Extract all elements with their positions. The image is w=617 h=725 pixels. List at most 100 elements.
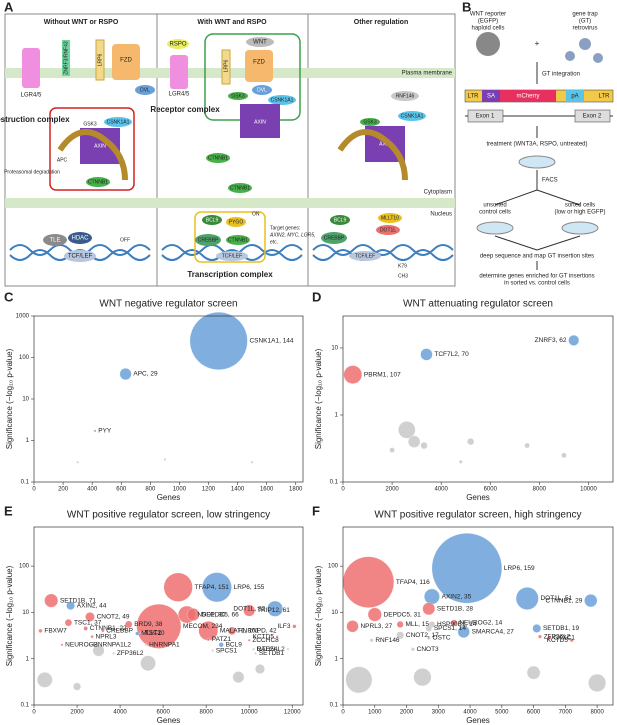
data-label: FBXW7 bbox=[44, 628, 67, 635]
data-label: SPCS1 bbox=[216, 647, 238, 654]
cells bbox=[476, 32, 500, 56]
bubble bbox=[243, 604, 256, 617]
y-tick-label: 100 bbox=[328, 564, 339, 570]
x-tick-label: 7000 bbox=[559, 710, 573, 716]
panel-letter: D bbox=[312, 289, 321, 304]
apc bbox=[337, 129, 408, 181]
step-text: deep sequence and map GT insertion sites bbox=[480, 254, 594, 260]
protein-label: ZNRF3/RNF43 bbox=[63, 41, 69, 75]
data-label: MECOM, 234 bbox=[183, 623, 223, 630]
bubble bbox=[458, 459, 463, 464]
arrow bbox=[536, 235, 581, 251]
data-label: ILF3 bbox=[277, 623, 290, 630]
x-tick-label: 6000 bbox=[156, 710, 170, 716]
bubble bbox=[398, 421, 416, 439]
bubble bbox=[163, 572, 193, 602]
protein bbox=[360, 118, 380, 126]
data-label: DOT1L, 82 bbox=[233, 605, 265, 612]
bubble bbox=[252, 647, 255, 651]
data-label: ZNRF3, 62 bbox=[535, 337, 567, 344]
protein-label: CTNNB1 bbox=[230, 185, 250, 191]
protein-label: TCF/LEF bbox=[355, 253, 375, 259]
data-label: BCL9 bbox=[226, 641, 243, 648]
protein-label: LGR4/5 bbox=[21, 93, 42, 99]
protein-label: CSNK1A1 bbox=[271, 97, 294, 103]
y-axis-label: Significance (−log₁₀ p-value) bbox=[314, 565, 323, 666]
protein bbox=[378, 213, 402, 223]
data-label: PBRM1, 107 bbox=[364, 371, 401, 378]
panel-letter: B bbox=[462, 0, 471, 14]
data-label: MLL, 15 bbox=[405, 621, 429, 628]
x-tick-label: 0 bbox=[341, 487, 345, 493]
x-tick-label: 5000 bbox=[495, 710, 509, 716]
bubble bbox=[136, 603, 182, 649]
bubble bbox=[38, 628, 43, 633]
data-label: AXIN2, 35 bbox=[442, 593, 472, 600]
step-text: sorted cells bbox=[565, 203, 595, 209]
construct-label: mCherry bbox=[516, 94, 539, 100]
y-axis-label: Significance (−log₁₀ p-value) bbox=[314, 348, 323, 449]
x-tick-label: 0 bbox=[32, 710, 36, 716]
bubble bbox=[101, 629, 105, 633]
data-label: PYY bbox=[98, 428, 112, 435]
bubble bbox=[424, 588, 440, 605]
chart-title: WNT attenuating regulator screen bbox=[403, 299, 553, 310]
bubble bbox=[389, 447, 395, 453]
protein-label: CTNNB1 bbox=[228, 237, 248, 243]
protein-label: AXIN bbox=[379, 141, 391, 147]
data-label: LRP6, 159 bbox=[504, 565, 535, 572]
protein-label: TCF/LEF bbox=[68, 254, 93, 260]
bubble bbox=[425, 625, 432, 632]
protein bbox=[135, 85, 155, 95]
data-label: SETD1B, 28 bbox=[437, 605, 474, 612]
bubble bbox=[144, 643, 148, 647]
x-tick-label: 1200 bbox=[202, 487, 216, 493]
note: AXIN2, MYC, LGR5, bbox=[269, 232, 316, 238]
bubble bbox=[206, 637, 210, 642]
protein-label: AXIN bbox=[254, 119, 266, 125]
step-text: determine genes enriched for GT insertio… bbox=[479, 274, 594, 280]
data-label: ZFP36L2 bbox=[544, 633, 571, 640]
virus bbox=[579, 38, 591, 50]
protein bbox=[216, 251, 248, 261]
bubble bbox=[515, 587, 539, 610]
protein-label: BCL9 bbox=[206, 217, 219, 223]
bubble bbox=[135, 631, 140, 636]
data-label: TSC1, 37 bbox=[74, 619, 102, 626]
dish bbox=[518, 155, 556, 169]
x-axis-label: Genes bbox=[466, 493, 490, 502]
data-label: NEUROG2 bbox=[65, 641, 98, 648]
bubble bbox=[422, 602, 436, 616]
plot-frame bbox=[33, 526, 304, 706]
data-label: OSTC bbox=[433, 635, 451, 642]
data-label: NEUROG2, 14 bbox=[459, 619, 502, 626]
x-tick-label: 400 bbox=[87, 487, 98, 493]
arrow bbox=[536, 189, 581, 206]
data-label: HNRNPD, 42 bbox=[238, 628, 277, 635]
bubble bbox=[232, 671, 245, 683]
receptor bbox=[62, 40, 70, 76]
y-tick-label: 0.1 bbox=[21, 480, 30, 486]
bubble bbox=[410, 647, 415, 652]
bubble bbox=[83, 626, 88, 631]
protein bbox=[252, 85, 272, 95]
data-label: AXIN2, 44 bbox=[77, 602, 107, 609]
compartment: Plasma membrane bbox=[402, 71, 453, 77]
protein-label: LRP6 bbox=[97, 54, 103, 67]
construct-label: pA bbox=[571, 94, 578, 100]
protein bbox=[391, 91, 419, 101]
bubble bbox=[408, 435, 421, 448]
protein-label: PYGO bbox=[229, 219, 244, 225]
x-axis-label: Genes bbox=[466, 716, 490, 725]
bubble bbox=[189, 312, 248, 370]
data-label: HSP90B1, 14 bbox=[437, 621, 477, 628]
bubble bbox=[202, 572, 232, 603]
data-label: MLLT10 bbox=[141, 630, 165, 637]
x-tick-label: 600 bbox=[116, 487, 127, 493]
column-title: With WNT and RSPO bbox=[197, 19, 267, 26]
axin bbox=[240, 104, 280, 138]
y-tick-label: 10 bbox=[22, 397, 29, 403]
protein bbox=[268, 95, 296, 105]
compartment: Cytoplasm bbox=[424, 190, 452, 196]
